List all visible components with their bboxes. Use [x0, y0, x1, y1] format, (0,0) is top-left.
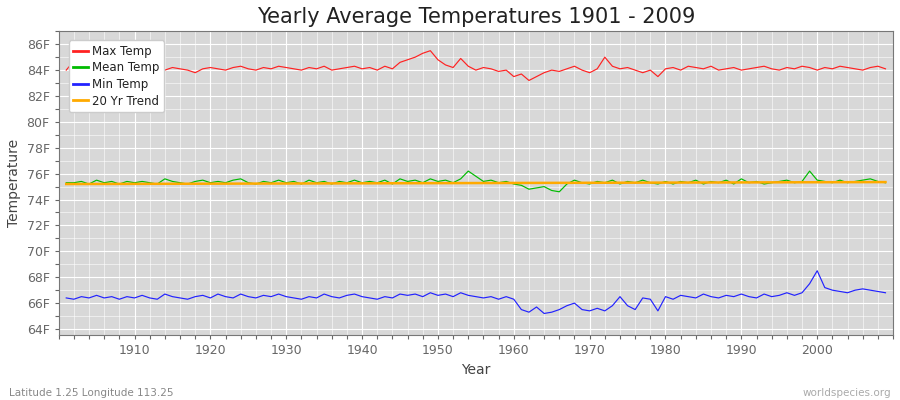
Text: worldspecies.org: worldspecies.org — [803, 388, 891, 398]
X-axis label: Year: Year — [461, 363, 491, 377]
Title: Yearly Average Temperatures 1901 - 2009: Yearly Average Temperatures 1901 - 2009 — [256, 7, 695, 27]
Y-axis label: Temperature: Temperature — [7, 139, 21, 228]
Legend: Max Temp, Mean Temp, Min Temp, 20 Yr Trend: Max Temp, Mean Temp, Min Temp, 20 Yr Tre… — [68, 40, 165, 112]
Text: Latitude 1.25 Longitude 113.25: Latitude 1.25 Longitude 113.25 — [9, 388, 174, 398]
